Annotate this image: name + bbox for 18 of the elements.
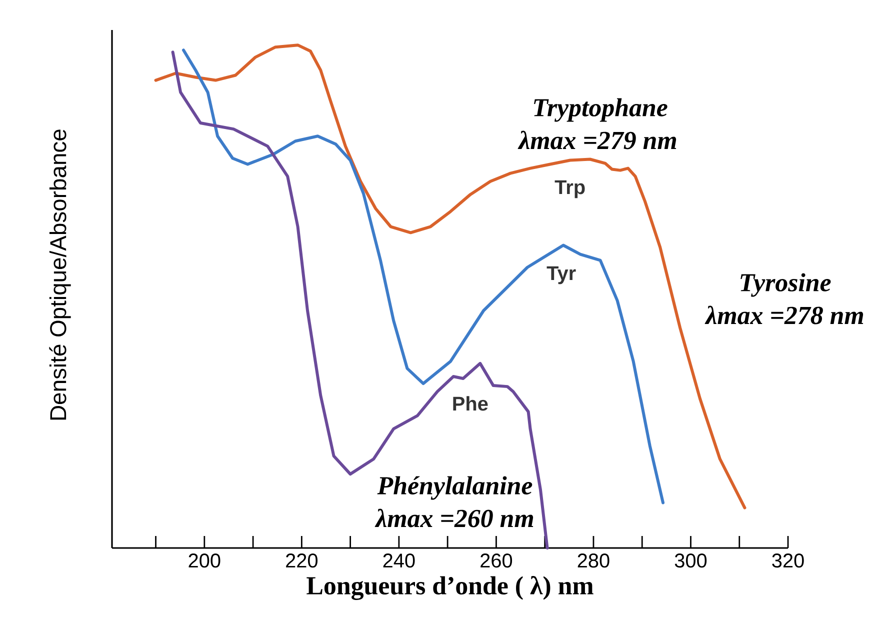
x-tick-label: 240: [383, 554, 415, 568]
annotation: λmax =279 nm: [518, 130, 676, 150]
annotation: Tryptophane: [534, 98, 668, 122]
annotation: λmax =278 nm: [704, 306, 864, 324]
series-label: Phe: [453, 396, 488, 411]
x-tick-label: 200: [188, 554, 220, 568]
x-tick-label: 320: [772, 554, 804, 568]
x-tick-label: 300: [674, 554, 707, 568]
x-axis-title: Longueurs d’onde ( λ) nm: [306, 576, 594, 600]
series-label: Trp: [554, 180, 585, 198]
annotation: Phénylalanine: [377, 476, 532, 500]
annotation: Tyrosine: [740, 273, 831, 297]
series-label: Tyr: [546, 266, 576, 284]
y-axis-title: Densité Optique/Absorbance: [49, 130, 71, 420]
annotation: λmax =260 nm: [374, 508, 534, 528]
x-tick-label: 220: [286, 554, 318, 568]
x-tick-label: 280: [578, 554, 610, 568]
x-tick-label: 260: [480, 554, 512, 568]
